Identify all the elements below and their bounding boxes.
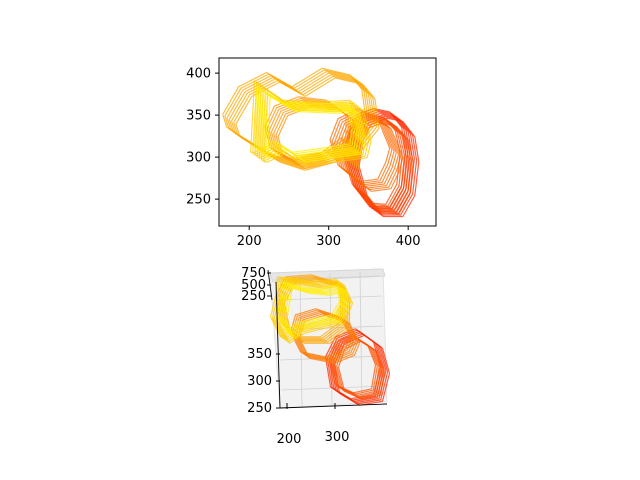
y-axis-line [275,281,281,409]
data-line-3d-5 [278,282,342,334]
y-tick-label: 250 [247,401,272,416]
z-tick-label: 500 [241,278,266,293]
data-line-3d-5 [282,285,346,337]
z-tick-label: 250 [241,289,266,304]
y-tick-label: 300 [186,151,211,166]
x-tick-label: 300 [316,234,341,249]
y-tick-label: 350 [247,347,272,362]
x-tick-label: 200 [277,432,302,447]
chart-2d-projection: 200 300 400 250 300 350 400 [186,57,437,249]
data-line-3d-1 [337,340,386,400]
z-tick-label: 750 [241,266,266,281]
data-line-3d-5 [285,287,350,339]
x-axis-line [279,403,388,409]
y-tick-label: 350 [186,109,211,124]
data-line-series-6 [267,95,367,163]
data-line-3d-5 [276,281,341,333]
x-tick-label: 200 [237,234,262,249]
data-line-3d-4 [278,282,354,344]
x-tick-label: 400 [396,234,421,249]
data-line-3d-5 [284,286,348,338]
grid-line [359,271,363,405]
y-tick-label: 300 [247,374,272,389]
x-tick-label: 300 [325,430,350,445]
data-line-3d-5 [280,283,344,335]
y-tick-label: 250 [186,193,211,208]
axes-frame [218,57,437,227]
data-line-series-2 [342,117,404,192]
grid-line [276,295,383,301]
y-tick-label: 400 [186,67,211,82]
